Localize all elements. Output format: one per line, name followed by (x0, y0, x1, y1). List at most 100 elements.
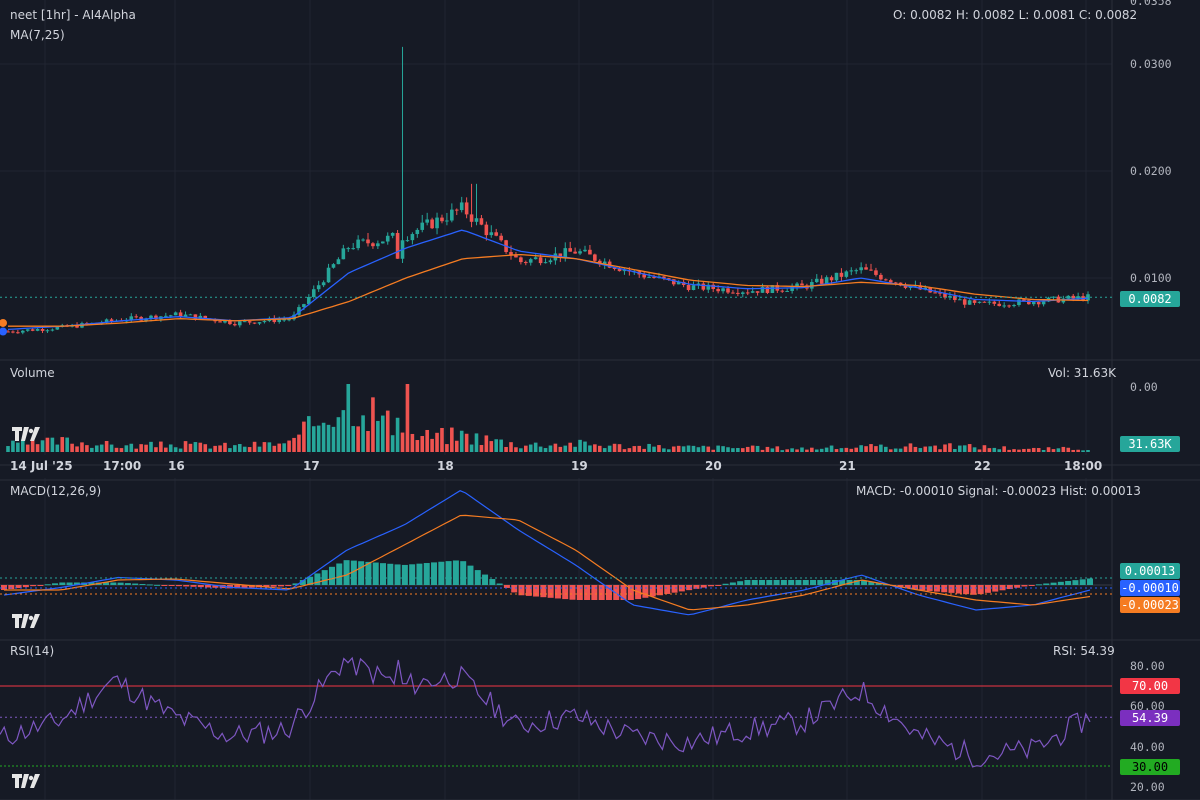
candle-body (233, 324, 237, 326)
macd-hist-bar (8, 585, 15, 590)
candle-body (563, 248, 568, 258)
volume-bar (923, 446, 928, 452)
volume-bar (405, 384, 410, 452)
ma25-line (8, 253, 1089, 327)
candle-body (420, 222, 425, 230)
macd-readout: MACD: -0.00010 Signal: -0.00023 Hist: 0.… (856, 484, 1141, 498)
volume-readout: Vol: 31.63K (1048, 366, 1117, 380)
candle-body (524, 262, 528, 264)
candle-body (55, 327, 60, 330)
rsi-readout: RSI: 54.39 (1053, 644, 1115, 658)
candle-body (706, 284, 711, 290)
volume-bar (933, 445, 937, 452)
volume-bar (247, 447, 252, 452)
macd-hist-bar (445, 561, 452, 585)
volume-bar (420, 436, 425, 452)
tradingview-logo-icon (12, 774, 40, 788)
candle-body (864, 267, 868, 270)
volume-bar (164, 447, 168, 452)
macd-hist-bar (1028, 585, 1035, 586)
volume-bar (810, 447, 814, 452)
candle-body (193, 314, 198, 320)
volume-bar (967, 444, 972, 452)
volume-bar (80, 442, 84, 452)
candle-body (824, 277, 829, 284)
rsi-tick-label: 40.00 (1130, 740, 1165, 754)
volume-bar (755, 445, 760, 452)
macd-hist-bar (919, 585, 926, 591)
volume-bar (765, 446, 770, 452)
volume-bar (1056, 448, 1061, 452)
candle-body (869, 269, 873, 271)
candle-body (1012, 305, 1016, 307)
y-tick-label: 0.0100 (1130, 271, 1172, 285)
macd-hist-bar (482, 574, 489, 585)
candle-body (144, 318, 148, 321)
volume-bar (962, 445, 967, 452)
candle-body (642, 274, 646, 278)
macd-hist-bar (1006, 585, 1013, 590)
macd-hist-bar (307, 576, 314, 585)
volume-bar (272, 445, 277, 452)
volume-bar (790, 448, 794, 452)
volume-bar (637, 445, 642, 452)
volume-bar (445, 444, 449, 452)
volume-bar (814, 449, 819, 452)
macd-hist-bar (1057, 581, 1064, 585)
volume-bar (533, 442, 538, 452)
macd-hist-bar (22, 585, 29, 588)
volume-bar (282, 443, 286, 452)
volume-bar (11, 440, 15, 452)
candle-body (149, 315, 153, 319)
volume-bar (55, 444, 60, 452)
candle-body (588, 249, 592, 255)
candle-body (844, 271, 849, 277)
macd-hist-bar (190, 585, 197, 587)
volume-bar (913, 446, 918, 452)
macd-hist-bar (955, 585, 962, 594)
volume-bar (341, 410, 346, 452)
macd-hist-bar (686, 585, 693, 591)
macd-hist-bar (197, 585, 204, 588)
macd-hist-bar (569, 585, 576, 600)
volume-bar (558, 446, 563, 452)
macd-hist-bar (336, 563, 343, 585)
volume-bar (262, 442, 267, 452)
macd-hist-bar (780, 580, 787, 585)
volume-bar (1007, 449, 1011, 452)
volume-bar (805, 449, 809, 452)
candle-body (331, 264, 336, 268)
volume-bar (173, 447, 178, 452)
candle-body (25, 329, 30, 331)
volume-bar (85, 445, 89, 452)
volume-bar (50, 437, 55, 452)
macd-hist-bar (205, 585, 212, 588)
x-tick-label: 18 (437, 459, 454, 473)
candle-body (972, 300, 977, 303)
macd-hist-bar (299, 580, 306, 585)
candle-body (819, 278, 824, 284)
candle-body (297, 307, 301, 315)
macd-hist-bar (671, 585, 678, 593)
candle-body (376, 243, 380, 247)
candle-body (583, 249, 587, 252)
macd-hist-bar (518, 585, 525, 596)
candle-body (617, 269, 622, 272)
macd-hist-bar (598, 585, 605, 600)
volume-bar (395, 417, 400, 452)
volume-bar (943, 444, 947, 452)
macd-hist-bar (452, 560, 459, 585)
macd-hist-bar (693, 585, 700, 589)
macd-hist-bar (496, 583, 503, 585)
volume-bar (287, 440, 291, 452)
macd-hist-bar (584, 585, 591, 600)
candle-body (410, 234, 415, 241)
macd-hist-bar (562, 585, 569, 600)
volume-bar (553, 443, 558, 452)
macd-hist-bar (124, 583, 131, 585)
x-tick-label: 17 (303, 459, 320, 473)
macd-hist-bar (110, 582, 117, 585)
volume-bar (602, 448, 607, 452)
moving-averages (0, 229, 1112, 336)
